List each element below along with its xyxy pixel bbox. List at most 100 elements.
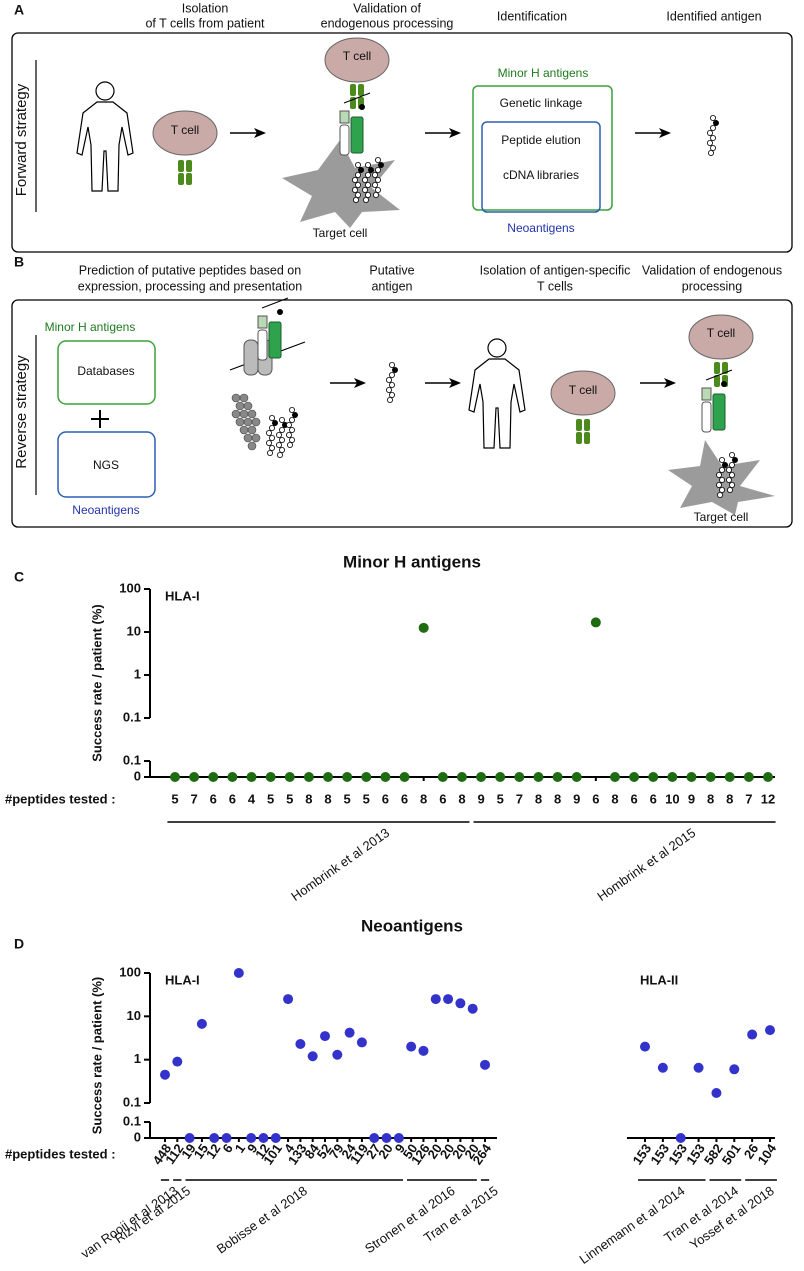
target-cell-label: Target cell xyxy=(694,510,749,524)
plus xyxy=(91,410,109,428)
step-header: Identification xyxy=(497,9,567,23)
dot xyxy=(667,772,678,782)
y-tick-label: 1 xyxy=(134,666,141,681)
step-header: endogenous processing xyxy=(321,16,454,30)
peptide xyxy=(385,361,399,404)
dot xyxy=(170,772,180,782)
dot xyxy=(480,1059,490,1070)
dot xyxy=(495,772,506,782)
dot xyxy=(686,772,697,782)
step-header: Identified antigen xyxy=(666,9,761,23)
dot xyxy=(437,772,448,782)
dot xyxy=(369,1133,380,1143)
method: Genetic linkage xyxy=(500,96,583,110)
x-tick-label: 20 xyxy=(461,1141,482,1161)
subpanel-label: HLA-II xyxy=(640,972,678,987)
t-cell-label: T cell xyxy=(707,326,735,340)
step-header: processing xyxy=(682,279,742,293)
step-header: Validation of xyxy=(353,1,421,15)
subpanel-label: HLA-I xyxy=(165,588,200,603)
group-label: Hombrink et al 2013 xyxy=(288,825,392,904)
panel-letter: D xyxy=(14,936,24,952)
x-tick-label: 5 xyxy=(267,791,274,806)
dot xyxy=(657,1062,668,1073)
x-tick-label: 12 xyxy=(761,791,775,806)
step-header: antigen xyxy=(371,279,412,293)
x-tick-label: 8 xyxy=(611,791,618,806)
y-tick-label: 0.1 xyxy=(123,709,141,724)
x-tick-label: 52 xyxy=(314,1141,335,1161)
ngs-box xyxy=(57,431,156,498)
x-tick-label: 8 xyxy=(554,791,561,806)
dot xyxy=(160,1069,170,1080)
minor-h-label: Minor H antigens xyxy=(498,66,589,80)
dot xyxy=(208,772,219,782)
step-header: Validation of endogenous xyxy=(642,263,782,277)
dot xyxy=(763,772,773,782)
dot xyxy=(456,772,467,782)
x-tick-label: 20 xyxy=(375,1141,396,1161)
panel-letter: A xyxy=(14,2,24,18)
x-tick-label: 6 xyxy=(382,791,389,806)
dot xyxy=(418,1045,429,1056)
target-cell xyxy=(282,140,400,228)
t-cell-label: T cell xyxy=(569,383,597,397)
method: cDNA libraries xyxy=(503,168,579,182)
dot xyxy=(418,622,429,633)
x-tick-label: 4 xyxy=(248,791,256,806)
dot xyxy=(640,1041,650,1052)
x-tick-label: 7 xyxy=(191,791,198,806)
dot xyxy=(629,772,640,782)
x-tick-label: 8 xyxy=(535,791,542,806)
x-tick-label: 20 xyxy=(424,1141,445,1161)
arrow xyxy=(639,377,677,389)
panel-box xyxy=(11,32,793,253)
minor-h-label: Minor H antigens xyxy=(45,320,136,334)
dot xyxy=(323,772,334,782)
dot xyxy=(246,1133,257,1143)
y-tick-label: 100 xyxy=(119,964,141,979)
dot xyxy=(609,772,620,782)
y-tick-label: 0.1 xyxy=(123,1113,141,1128)
proteasome xyxy=(229,297,306,459)
dot xyxy=(743,772,754,782)
dot xyxy=(430,994,441,1005)
dot xyxy=(648,772,659,782)
x-tick-label: 8 xyxy=(458,791,465,806)
dot xyxy=(765,1025,775,1036)
arrow xyxy=(229,127,267,139)
x-tick-label: 27 xyxy=(363,1141,384,1161)
dot xyxy=(320,1031,330,1042)
dot xyxy=(406,1041,417,1052)
x-tick-label: 9 xyxy=(688,791,695,806)
dot xyxy=(443,994,454,1005)
y-tick-label: 10 xyxy=(127,623,141,638)
target-cell-label: Target cell xyxy=(313,226,368,240)
dot xyxy=(344,1027,355,1038)
neoantigen-label: Neoantigens xyxy=(72,503,139,517)
dot xyxy=(533,772,544,782)
dot xyxy=(552,772,563,782)
panel-letter: B xyxy=(14,254,24,270)
neoantigen-box xyxy=(481,121,601,213)
step-header: Isolation xyxy=(182,1,229,15)
x-tick-label: 8 xyxy=(707,791,714,806)
dot xyxy=(342,772,353,782)
dot xyxy=(455,998,466,1009)
x-tick-label: 12 xyxy=(203,1141,224,1161)
dot xyxy=(590,617,601,628)
x-tick-label: 8 xyxy=(324,791,331,806)
minor-h-box xyxy=(472,85,613,211)
x-tick-label: 7 xyxy=(516,791,523,806)
panel-box xyxy=(11,299,793,528)
arrow xyxy=(634,127,672,139)
x-tick-label: 8 xyxy=(305,791,312,806)
t-cell-label: T cell xyxy=(171,123,199,137)
t-cell xyxy=(324,37,390,83)
x-axis-label: #peptides tested : xyxy=(5,1146,116,1161)
subpanel-label: HLA-I xyxy=(165,972,200,987)
x-tick-label: 5 xyxy=(497,791,504,806)
x-tick-label: 26 xyxy=(741,1141,762,1161)
dot xyxy=(265,772,276,782)
